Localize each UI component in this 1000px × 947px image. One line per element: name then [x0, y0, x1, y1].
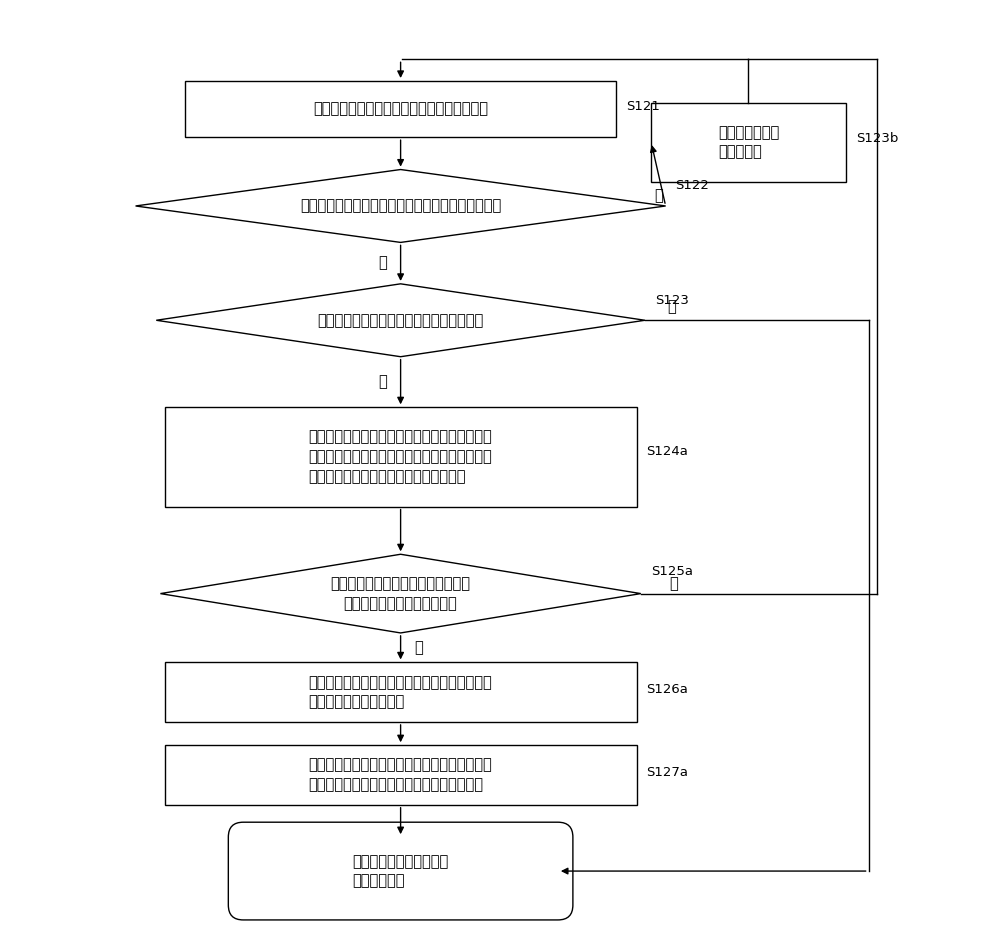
Text: 丢弃所述主调度
信息数据块: 丢弃所述主调度 信息数据块: [718, 125, 779, 160]
FancyBboxPatch shape: [651, 103, 846, 182]
Text: 否: 否: [378, 374, 387, 389]
Text: 是: 是: [414, 640, 423, 655]
FancyBboxPatch shape: [165, 745, 637, 805]
Text: S125a: S125a: [651, 565, 693, 579]
Text: 判断所述主调度信息数据块是否要求
使用相应的辅调度信息数据块: 判断所述主调度信息数据块是否要求 使用相应的辅调度信息数据块: [331, 576, 471, 611]
Text: S121: S121: [626, 99, 660, 113]
FancyBboxPatch shape: [185, 80, 616, 137]
Text: S126a: S126a: [647, 683, 688, 696]
Text: 从所述公共广播信道接收主调度信息数据块；: 从所述公共广播信道接收主调度信息数据块；: [313, 101, 488, 116]
Text: S124a: S124a: [647, 445, 688, 458]
FancyBboxPatch shape: [165, 662, 637, 722]
Text: 是: 是: [654, 188, 663, 204]
FancyBboxPatch shape: [165, 407, 637, 507]
Polygon shape: [136, 170, 666, 242]
FancyBboxPatch shape: [228, 822, 573, 920]
Text: 否: 否: [670, 576, 678, 591]
Text: 将所述辅调度信息数据块中包含的系统信息数据
块标识更新至所述系统信息数据块需求列表；: 将所述辅调度信息数据块中包含的系统信息数据 块标识更新至所述系统信息数据块需求列…: [309, 758, 492, 793]
Text: S123: S123: [655, 294, 689, 307]
Text: 所述系统信息数据块需求
列表建立完成: 所述系统信息数据块需求 列表建立完成: [352, 853, 449, 888]
Text: S123b: S123b: [856, 132, 898, 145]
Text: 判断所述主调度信息数据块的信息已被终端接收过；: 判断所述主调度信息数据块的信息已被终端接收过；: [300, 199, 501, 213]
Polygon shape: [156, 284, 645, 357]
Text: 判断所述目标小区是否被所述终端选择过；: 判断所述目标小区是否被所述终端选择过；: [317, 313, 484, 328]
Text: S122: S122: [676, 179, 709, 192]
Text: 获取所述主调度信息数据块中系统信息数据块标
识，创建包含所述主调度信息数据块中系统信息
数据块标识的系统信息数据块需求列表。: 获取所述主调度信息数据块中系统信息数据块标 识，创建包含所述主调度信息数据块中系…: [309, 430, 492, 484]
Text: 否: 否: [378, 256, 387, 271]
Polygon shape: [160, 554, 641, 633]
Text: 是: 是: [667, 299, 676, 314]
Text: 从所述公共广播信道接收与所述主调度信息对应
的辅主调度信息数据块；: 从所述公共广播信道接收与所述主调度信息对应 的辅主调度信息数据块；: [309, 675, 492, 709]
Text: S127a: S127a: [647, 765, 689, 778]
